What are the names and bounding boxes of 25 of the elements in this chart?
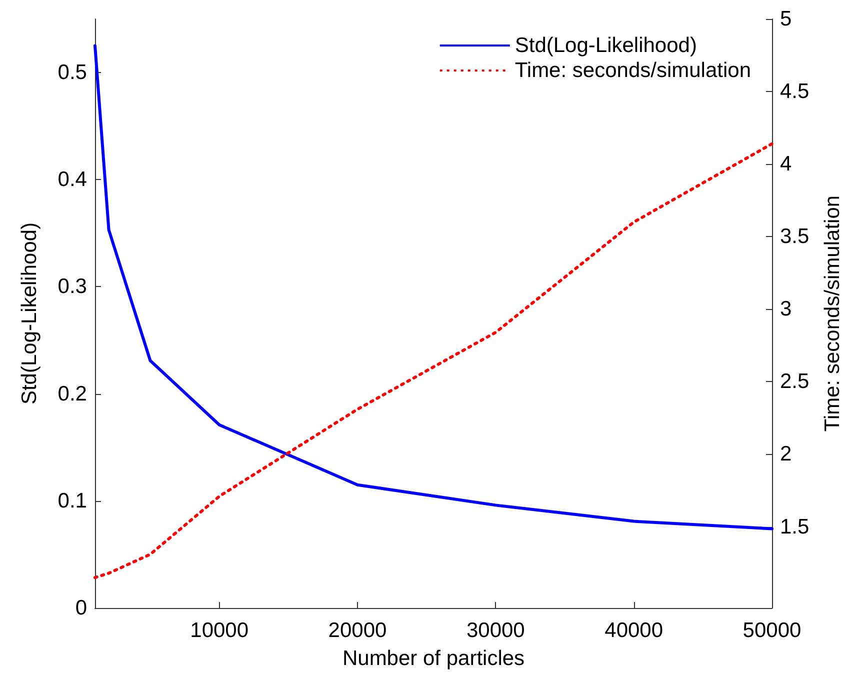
y2-tick-label: 4 xyxy=(780,152,792,176)
y2-tick-label: 3 xyxy=(780,298,792,321)
y2-tick-label: 5 xyxy=(780,8,792,30)
y-tick-label: 0.2 xyxy=(58,382,87,406)
y2-tick-label: 2.5 xyxy=(780,370,810,394)
x-axis-title: Number of particles xyxy=(342,647,525,670)
y2-tick-label: 1.5 xyxy=(780,515,810,538)
y-tick-label: 0.4 xyxy=(58,168,88,192)
y2-tick-label: 3.5 xyxy=(780,225,810,248)
x-tick-label: 20000 xyxy=(328,619,387,642)
y-tick-label: 0 xyxy=(75,596,87,620)
y2-tick-label: 4.5 xyxy=(780,80,810,104)
line-series xyxy=(94,142,774,580)
y-tick-label: 0.3 xyxy=(58,275,87,298)
y-tick-label: 0.1 xyxy=(58,489,87,512)
x-tick-label: 50000 xyxy=(742,619,802,642)
y2-axis-title: Time: seconds/simulation xyxy=(821,195,844,432)
legend-label: Std(Log-Likelihood) xyxy=(514,34,697,57)
y-tick-label: 0.5 xyxy=(58,61,87,84)
legend-label: Time: seconds/simulation xyxy=(514,59,752,82)
x-tick-label: 30000 xyxy=(466,619,525,642)
y2-tick-label: 2 xyxy=(780,442,792,466)
x-tick-label: 10000 xyxy=(190,619,249,642)
y-axis-title: Std(Log-Likelihood) xyxy=(18,222,41,405)
x-tick-label: 40000 xyxy=(604,619,664,642)
